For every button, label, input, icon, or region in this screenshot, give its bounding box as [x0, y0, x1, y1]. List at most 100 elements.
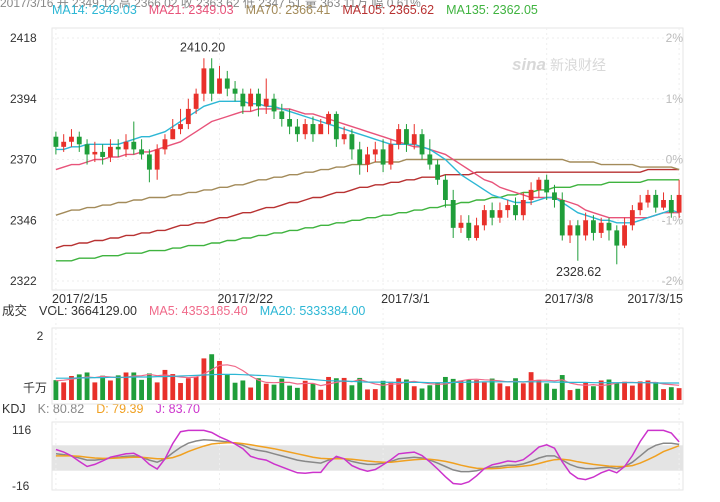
candle-body [162, 139, 168, 150]
candle-body [333, 113, 339, 140]
candle-body [380, 149, 386, 165]
candle-body [520, 200, 526, 216]
ma-legend-item-1: MA21: 2349.03 [148, 3, 234, 17]
candle [645, 189, 651, 208]
candle-body [123, 141, 129, 150]
volume-bar [76, 374, 82, 400]
candle [146, 149, 152, 183]
volume-bar [427, 385, 433, 400]
volume-bar [271, 384, 277, 400]
candle-body [661, 200, 666, 208]
candle [256, 88, 261, 117]
candle [590, 215, 596, 241]
candle-body [505, 205, 511, 211]
candle [583, 212, 589, 241]
price-tick-4: 2322 [10, 274, 37, 288]
kdj-legend-item-2: D: 79.39 [96, 402, 144, 416]
x-tick-1: 2017/2/22 [217, 292, 273, 306]
volume-bar [318, 389, 324, 400]
volume-bar [92, 382, 98, 400]
candle-body [279, 111, 285, 119]
volume-bar [544, 383, 550, 400]
candle [396, 124, 402, 150]
volume-bar [474, 380, 479, 400]
volume-bar [139, 379, 145, 400]
candle-body [365, 154, 370, 165]
candle-body [637, 202, 643, 211]
volume-bar [193, 376, 199, 400]
price-tick-3: 2346 [10, 213, 37, 227]
candle-body [645, 194, 651, 203]
candle [53, 131, 59, 155]
volume-unit: 千万 [23, 381, 47, 395]
candle [185, 98, 191, 130]
candle [474, 217, 479, 241]
candle-body [92, 151, 98, 155]
candle [622, 217, 627, 249]
kdj-legend-item-0: KDJ [2, 402, 26, 416]
volume-bar [614, 383, 620, 400]
kdj-k-line [55, 439, 680, 473]
volume-bar [668, 387, 674, 400]
candle-body [481, 210, 487, 226]
candle-body [458, 222, 464, 228]
volume-bar [497, 383, 503, 400]
volume-bar [178, 383, 183, 400]
volume-bar [108, 380, 113, 400]
candle [450, 189, 456, 238]
candle [458, 215, 464, 233]
ma-legend: MA14: 2349.03 MA21: 2349.03 MA70: 2366.41 M… [52, 3, 550, 17]
volume-bar [146, 373, 152, 400]
candle-body [567, 225, 573, 236]
vol-legend-item-3: MA20: 5333384.00 [259, 304, 366, 318]
candle [287, 108, 293, 135]
vol-legend-item-2: MA5: 4353185.40 [149, 304, 248, 318]
candle-body [466, 222, 472, 238]
kdj-legend-item-3: J: 83.70 [155, 402, 200, 416]
candle-body [372, 149, 378, 155]
candle [513, 197, 518, 221]
volume-bar [520, 383, 526, 400]
volume-bar [123, 372, 129, 400]
ma-legend-item-3: MA105: 2365.62 [342, 3, 435, 17]
volume-bar [606, 379, 612, 400]
pct-tick-2: 0% [666, 153, 684, 167]
price-tick-2: 2370 [10, 153, 37, 167]
candle-body [146, 154, 152, 170]
candle [575, 220, 581, 261]
volume-bar [115, 375, 121, 400]
volume-bar [466, 379, 472, 400]
candle [372, 141, 378, 163]
volume-bar [294, 387, 300, 400]
volume-bar [598, 380, 604, 400]
candle-body [614, 230, 620, 246]
volume-bar [263, 383, 269, 400]
volume-bar [380, 380, 386, 400]
volume-bar [349, 385, 355, 400]
candle [661, 192, 666, 211]
volume-bar [583, 382, 589, 400]
volume-bar [256, 378, 261, 400]
candle [380, 139, 386, 173]
candle-body [442, 179, 448, 200]
candle-body [170, 129, 176, 140]
candle [248, 88, 254, 112]
candle-body [100, 151, 106, 157]
candle [637, 194, 643, 216]
candle [123, 134, 129, 157]
price-tick-1: 2394 [10, 92, 37, 106]
pct-tick-1: 1% [666, 92, 684, 106]
kdj-band [52, 445, 683, 471]
candle-body [357, 149, 363, 165]
candle-body [61, 141, 67, 147]
candle [676, 179, 682, 218]
candle-body [256, 93, 261, 107]
volume-bar [489, 378, 495, 400]
candle-body [474, 225, 479, 238]
candle [131, 121, 137, 155]
candle-body [497, 210, 503, 218]
candle-body [69, 136, 74, 142]
volume-bar [162, 369, 168, 400]
candle-body [528, 189, 534, 200]
